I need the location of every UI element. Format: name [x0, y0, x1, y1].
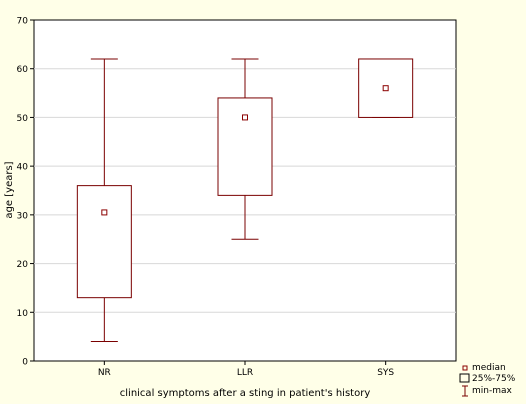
- x-axis-label: clinical symptoms after a sting in patie…: [120, 388, 371, 399]
- legend-median-label: median: [472, 363, 506, 373]
- box-iqr: [217, 97, 273, 196]
- box-llr: [217, 58, 273, 240]
- legend-median-icon: [462, 365, 468, 371]
- x-tick-label: NR: [98, 368, 111, 378]
- box-iqr: [76, 185, 132, 299]
- y-axis: 0 10 20 30 40 50 60 70: [17, 17, 34, 368]
- legend-box-label: 25%-75%: [472, 374, 516, 384]
- y-axis-label: age [years]: [4, 161, 15, 218]
- legend: median 25%-75% min-max: [459, 363, 516, 397]
- median-marker: [242, 114, 248, 121]
- y-tick-label: 0: [22, 358, 28, 368]
- median-marker: [101, 209, 108, 216]
- y-tick-label: 10: [17, 309, 29, 319]
- y-tick-label: 70: [17, 17, 29, 27]
- y-tick-label: 60: [17, 65, 29, 75]
- box-sys: [358, 58, 414, 118]
- y-tick-label: 50: [17, 114, 29, 124]
- y-tick-label: 20: [17, 260, 29, 270]
- box-iqr: [358, 58, 414, 118]
- legend-whisker-icon: [462, 385, 468, 397]
- x-tick-label: LLR: [237, 368, 253, 378]
- legend-box-icon: [459, 373, 470, 383]
- box-nr: [76, 58, 132, 343]
- y-tick-label: 30: [17, 211, 29, 221]
- boxes-layer: [76, 58, 414, 343]
- y-tick-label: 40: [17, 163, 29, 173]
- x-tick-label: SYS: [377, 368, 394, 378]
- legend-whisker-label: min-max: [472, 386, 513, 396]
- median-marker: [382, 85, 389, 92]
- x-axis: NR LLR SYS: [98, 361, 394, 378]
